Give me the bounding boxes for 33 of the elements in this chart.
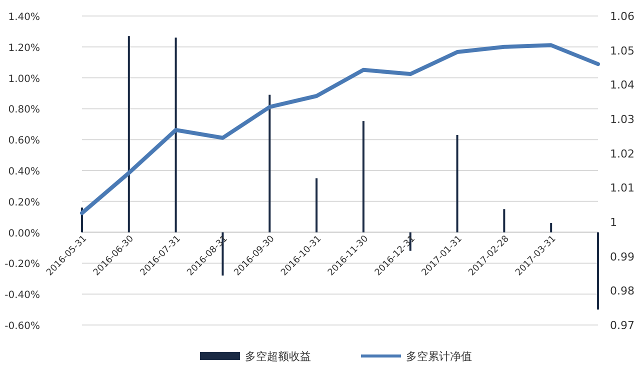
bar [362, 121, 364, 232]
bar [128, 36, 130, 232]
y-tick-label: 1.00% [8, 74, 40, 85]
y2-tick-label: 1.06 [610, 10, 634, 23]
bar [550, 223, 552, 232]
y-tick-label: 1.20% [8, 42, 40, 54]
legend-label: 多空累计净值 [406, 350, 472, 363]
bar [456, 134, 458, 232]
y-tick-label: 0.60% [8, 136, 40, 147]
y-tick-label: -0.60% [4, 321, 40, 332]
bar [597, 232, 599, 310]
y-tick-label: 0.40% [8, 166, 40, 178]
bar [174, 38, 177, 232]
y2-tick-label: 1.05 [610, 44, 634, 58]
bar [316, 178, 318, 232]
y-tick-label: -0.20% [4, 259, 40, 270]
line-series [80, 43, 600, 216]
y2-tick-label: 1.04 [610, 78, 634, 92]
y2-tick-label: 1.03 [610, 113, 634, 126]
y-tick-label: 0.80% [8, 104, 40, 116]
y-tick-label: -0.40% [4, 290, 40, 302]
y-tick-label: 0.00% [8, 228, 40, 240]
y-tick-label: 0.20% [8, 197, 40, 208]
bar [503, 209, 506, 232]
bar [268, 94, 271, 232]
y2-tick-label: 1.02 [610, 147, 634, 160]
y2-tick-label: 1.01 [610, 182, 634, 195]
y2-tick-label: 1 [610, 216, 617, 229]
y-tick-label: 1.40% [8, 12, 40, 23]
y2-tick-label: 0.99 [610, 250, 634, 264]
y2-tick-label: 0.98 [610, 284, 634, 298]
y2-tick-label: 0.97 [610, 319, 634, 332]
legend-label: 多空超额收益 [245, 350, 311, 363]
